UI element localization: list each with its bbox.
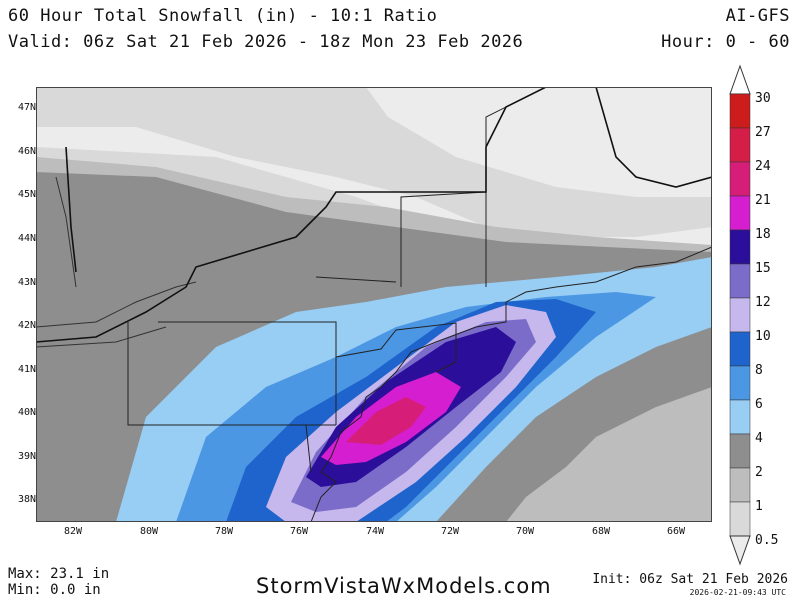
colorbar-label: 18 (755, 227, 771, 242)
lon-label: 72W (440, 526, 460, 537)
color-swatch-10 (729, 331, 751, 367)
color-swatch-4 (729, 433, 751, 469)
great-lakes-shoreline (36, 176, 197, 348)
color-swatch-18 (729, 229, 751, 265)
lon-label: 76W (289, 526, 309, 537)
lat-label: 45N (17, 189, 36, 200)
coastline (310, 246, 712, 522)
colorbar-top-arrow (729, 64, 751, 95)
valid-time: Valid: 06z Sat 21 Feb 2026 - 18z Mon 23 … (8, 32, 524, 52)
map-frame (36, 87, 712, 522)
colorbar-bottom-arrow (729, 535, 751, 566)
colorbar-label: 15 (755, 261, 771, 276)
forecast-hour-range: Hour: 0 - 60 (661, 32, 790, 52)
color-swatch-30 (729, 93, 751, 129)
min-value: Min: 0.0 in (8, 582, 101, 598)
lat-label: 44N (17, 233, 36, 244)
color-swatch-24 (729, 161, 751, 197)
init-time: Init: 06z Sat 21 Feb 2026 (592, 572, 788, 587)
lat-label: 41N (17, 364, 36, 375)
color-swatch-8 (729, 365, 751, 401)
colorbar-label: 2 (755, 465, 763, 480)
lon-label: 74W (365, 526, 385, 537)
generated-timestamp: 2026-02-21-09:43 UTC (689, 588, 786, 597)
color-swatch-2 (729, 467, 751, 503)
lon-label: 70W (515, 526, 535, 537)
colorbar-label: 8 (755, 363, 763, 378)
lon-label: 68W (591, 526, 611, 537)
snow-1-area (36, 87, 712, 237)
color-swatch-6 (729, 399, 751, 435)
site-credit: StormVistaWxModels.com (256, 574, 552, 598)
colorbar-label: 30 (755, 91, 771, 106)
border-us-canada (36, 87, 712, 343)
color-swatch-1 (729, 501, 751, 537)
lat-label: 40N (17, 407, 36, 418)
colorbar-label: 24 (755, 159, 771, 174)
colorbar-label: 21 (755, 193, 771, 208)
color-swatch-15 (729, 263, 751, 299)
colorbar-label: 0.5 (755, 533, 779, 548)
colorbar-label: 27 (755, 125, 771, 140)
colorbar (729, 64, 751, 566)
lon-label: 80W (139, 526, 159, 537)
map-title: 60 Hour Total Snowfall (in) - 10:1 Ratio (8, 6, 438, 26)
max-value: Max: 23.1 in (8, 566, 110, 582)
lon-label: 78W (214, 526, 234, 537)
colorbar-label: 4 (755, 431, 763, 446)
snowfall-map (36, 87, 712, 522)
snow-24-area (346, 397, 426, 445)
model-name: AI-GFS (725, 6, 790, 26)
lat-label: 39N (17, 451, 36, 462)
colorbar-label: 10 (755, 329, 771, 344)
colorbar-label: 1 (755, 499, 763, 514)
lat-label: 43N (17, 277, 36, 288)
colorbar-label: 12 (755, 295, 771, 310)
color-swatch-27 (729, 127, 751, 163)
lat-label: 47N (17, 102, 36, 113)
color-swatch-21 (729, 195, 751, 231)
lat-label: 38N (17, 494, 36, 505)
lat-label: 42N (17, 320, 36, 331)
lat-label: 46N (17, 146, 36, 157)
lon-label: 66W (666, 526, 686, 537)
colorbar-label: 6 (755, 397, 763, 412)
lon-label: 82W (63, 526, 83, 537)
color-swatch-12 (729, 297, 751, 333)
